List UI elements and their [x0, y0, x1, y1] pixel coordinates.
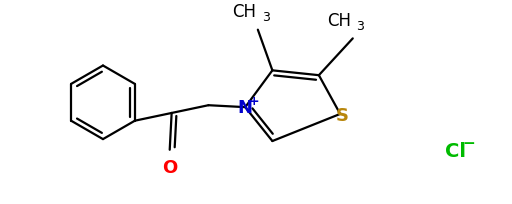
Text: O: O: [162, 158, 177, 176]
Text: CH: CH: [327, 12, 351, 30]
Text: 3: 3: [262, 11, 269, 24]
Text: S: S: [335, 106, 349, 124]
Text: N: N: [238, 99, 253, 116]
Text: Cl: Cl: [445, 142, 466, 160]
Text: 3: 3: [356, 20, 365, 32]
Text: +: +: [249, 94, 259, 107]
Text: −: −: [463, 136, 476, 151]
Text: CH: CH: [232, 3, 256, 21]
